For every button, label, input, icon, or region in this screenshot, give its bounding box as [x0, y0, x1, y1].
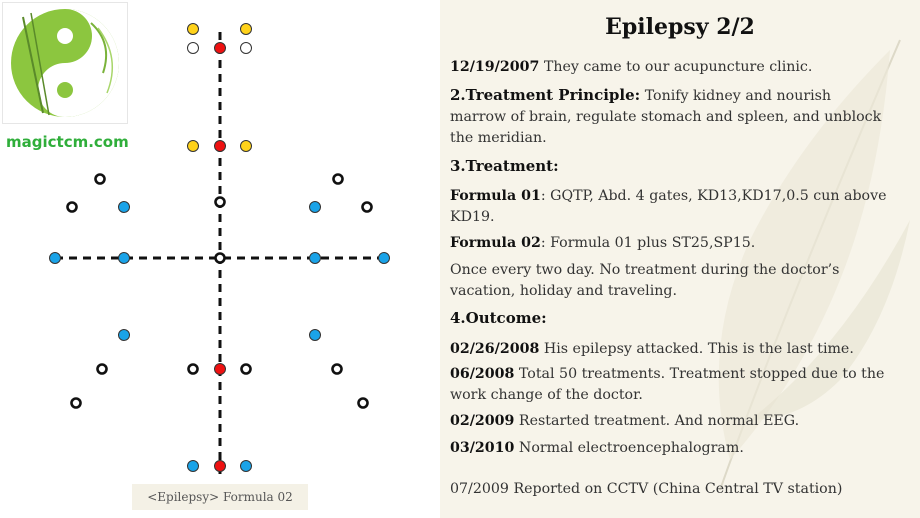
page-title: Epilepsy 2/2 [605, 14, 755, 40]
blue-acupoint [49, 252, 61, 264]
black-ring-acupoint [361, 201, 373, 213]
yellow-acupoint [187, 23, 199, 35]
text: They came to our acupuncture clinic. [539, 59, 813, 75]
formula-label: Formula 02 [450, 235, 541, 251]
text: : GQTP, Abd. 4 gates, KD13,KD17,0.5 cun … [450, 188, 887, 225]
text: His epilepsy attacked. This is the last … [539, 341, 854, 357]
text: Normal electroencephalogram. [514, 440, 744, 456]
blue-acupoint [118, 201, 130, 213]
date-label: 06/2008 [450, 366, 515, 382]
black-ring-acupoint [70, 397, 82, 409]
white-acupoint [187, 42, 199, 54]
date-label: 02/26/2008 [450, 341, 540, 357]
black-ring-acupoint [332, 173, 344, 185]
text: Once every two day. No treatment during … [450, 262, 840, 299]
white-acupoint [240, 42, 252, 54]
black-ring-acupoint [214, 196, 226, 208]
paragraph-formula-02: Formula 02: Formula 01 plus ST25,SP15. [450, 233, 890, 254]
black-ring-acupoint [331, 363, 343, 375]
black-ring-acupoint [357, 397, 369, 409]
section-heading: 2.Treatment Principle: [450, 86, 641, 104]
diagram-caption: <Epilepsy> Formula 02 [132, 484, 308, 510]
blue-acupoint [309, 201, 321, 213]
yellow-acupoint [240, 23, 252, 35]
red-acupoint [214, 363, 226, 375]
paragraph-outcome-3: 02/2009 Restarted treatment. And normal … [450, 411, 890, 432]
section-treatment-heading: 3.Treatment: [450, 156, 890, 178]
date-label: 03/2010 [450, 440, 515, 456]
section-heading: 3.Treatment: [450, 157, 559, 175]
blue-acupoint [309, 329, 321, 341]
yellow-acupoint [240, 140, 252, 152]
paragraph-outcome-2: 06/2008 Total 50 treatments. Treatment s… [450, 364, 890, 406]
black-ring-acupoint [214, 252, 226, 264]
section-heading: 4.Outcome: [450, 309, 547, 327]
paragraph-outcome-4: 03/2010 Normal electroencephalogram. [450, 438, 890, 459]
text: Tonify kidney and nourish marrow of brai… [450, 88, 882, 146]
date-label: 12/19/2007 [450, 59, 540, 75]
red-acupoint [214, 42, 226, 54]
black-ring-acupoint [66, 201, 78, 213]
diagram-panel: magictcm.com <Epilepsy> Formula 02 [0, 0, 440, 518]
black-ring-acupoint [94, 173, 106, 185]
blue-acupoint [118, 329, 130, 341]
black-ring-acupoint [96, 363, 108, 375]
black-ring-acupoint [240, 363, 252, 375]
blue-acupoint [378, 252, 390, 264]
blue-acupoint [118, 252, 130, 264]
date-label: 02/2009 [450, 413, 515, 429]
formula-label: Formula 01 [450, 188, 541, 204]
paragraph-formula-01: Formula 01: GQTP, Abd. 4 gates, KD13,KD1… [450, 186, 890, 228]
blue-acupoint [187, 460, 199, 472]
blue-acupoint [240, 460, 252, 472]
text: Restarted treatment. And normal EEG. [514, 413, 800, 429]
acupoint-diagram [49, 23, 390, 478]
text: : Formula 01 plus ST25,SP15. [540, 235, 756, 251]
paragraph-principle: 2.Treatment Principle: Tonify kidney and… [450, 85, 890, 149]
red-acupoint [214, 460, 226, 472]
paragraph-outcome-1: 02/26/2008 His epilepsy attacked. This i… [450, 339, 890, 360]
yin-yang-logo-icon [2, 2, 128, 124]
paragraph-report: 07/2009 Reported on CCTV (China Central … [450, 479, 890, 500]
site-name[interactable]: magictcm.com [6, 133, 129, 151]
text: Total 50 treatments. Treatment stopped d… [450, 366, 885, 403]
red-acupoint [214, 140, 226, 152]
black-ring-acupoint [187, 363, 199, 375]
feather-watermark-icon [718, 39, 910, 491]
paragraph-visit: 12/19/2007 They came to our acupuncture … [450, 57, 890, 78]
section-outcome-heading: 4.Outcome: [450, 308, 890, 330]
blue-acupoint [309, 252, 321, 264]
text-panel: Epilepsy 2/2 12/19/2007 They came to our… [440, 0, 920, 518]
text: 07/2009 Reported on CCTV (China Central … [450, 481, 843, 497]
paragraph-frequency: Once every two day. No treatment during … [450, 260, 890, 302]
yellow-acupoint [187, 140, 199, 152]
